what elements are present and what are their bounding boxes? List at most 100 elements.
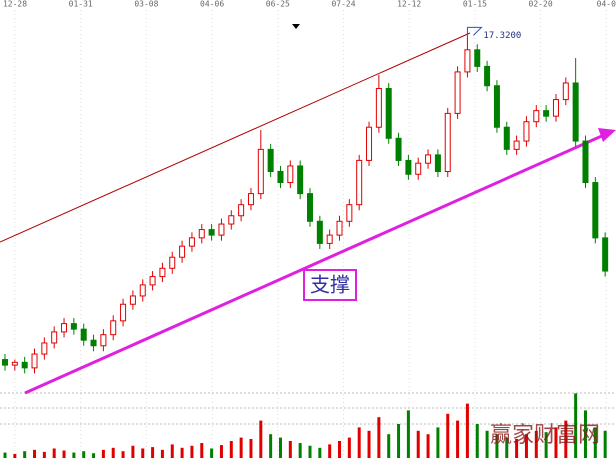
volume-bar [111,447,115,458]
volume-bar [377,417,381,458]
candle-body [149,276,156,286]
candle-body [247,193,254,206]
volume-bar [485,430,489,458]
candle-body [523,121,530,142]
volume-bar [278,437,282,458]
date-label: 03-08 [134,0,158,9]
candle-body [592,182,599,239]
volume-bar [456,420,460,458]
candle-body [110,320,117,336]
candle-body [484,65,491,87]
volume-bar [534,430,538,458]
volume-bar [33,449,37,458]
candle-body [228,215,235,225]
volume-bar [288,441,292,458]
volume-bar [92,453,96,458]
candle-body [257,148,264,195]
candle-body [129,295,136,305]
volume-bar [436,427,440,458]
candle-body [90,339,97,347]
date-label: 12-28 [3,0,27,9]
candle-body [415,162,422,175]
candle-body [444,112,451,172]
support-line [24,133,605,395]
volume-bar [52,448,56,458]
candle-body [395,137,402,161]
candle-body [474,49,481,67]
volume-bar [180,447,184,458]
candle-body [434,154,441,172]
candle-body [307,193,313,222]
volume-bar [318,447,322,458]
volume-bar [416,430,420,458]
candle-body [61,323,68,333]
candle-body [316,220,323,244]
volume-bar [544,432,548,458]
date-label: 07-24 [331,0,355,9]
volume-bar [475,424,479,458]
volume-bar [515,438,519,458]
volume-bar [210,448,214,458]
volume-bar [269,434,273,458]
volume-bar [367,430,371,458]
candle-body [100,334,107,347]
candle-body [287,165,294,184]
candle-body [552,99,559,117]
volume-bar [259,420,263,458]
candle-body [169,256,176,269]
date-label: 04-06 [200,0,224,9]
date-label: 06-25 [266,0,290,9]
volume-bar [298,443,302,458]
date-label: 01-15 [463,0,487,9]
volume-bar [583,410,587,458]
volume-bar [82,451,86,458]
high-label: 17.3200 [483,31,521,41]
candle-body [375,88,382,128]
candle-body [218,223,225,236]
candle-body [198,229,205,239]
volume-bar [190,445,194,458]
candle-body [336,220,343,236]
volume-bar [62,450,66,458]
volume-bar [160,449,164,458]
volume-bar [426,434,430,458]
volume-bar [101,449,105,458]
volume-bar [465,403,469,458]
volume-bar [42,451,46,458]
arrow-head [598,128,616,142]
volume-bar [131,445,135,458]
volume-bar [446,413,450,458]
candle-body [582,140,589,184]
candle-body [31,353,38,369]
high-flag [466,26,483,36]
candle-body [267,148,274,172]
candle-body [513,140,520,150]
candle-body [179,245,186,258]
candle-body [464,49,471,73]
candle-body [533,110,540,123]
volume-bar [574,393,578,458]
volume-bar [554,427,558,458]
date-label: 02-20 [529,0,553,9]
candle-body [120,303,127,322]
candle-body [70,323,77,330]
volume-bar [357,427,361,458]
watermark: 赢家财富网 [490,423,600,448]
candle-body [11,361,18,366]
candle-body [277,170,284,184]
volume-bar [121,451,125,458]
support-box [303,269,357,301]
candle-body [385,88,392,139]
candle-body [188,237,195,247]
volume-bar [593,427,597,458]
candle-body [493,85,500,128]
candle-body [562,82,569,101]
volume-bar [328,444,332,458]
date-label: 12-12 [397,0,421,9]
volume-bar [603,430,607,458]
candle-body [41,342,48,355]
volume-bar [3,452,7,458]
candle-body [326,234,333,244]
candle-body [543,110,550,117]
